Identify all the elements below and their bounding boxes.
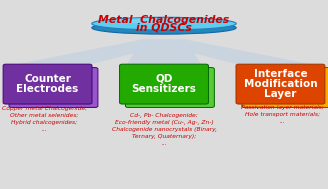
Polygon shape	[10, 40, 187, 66]
Polygon shape	[126, 40, 202, 66]
Ellipse shape	[92, 21, 236, 34]
Polygon shape	[141, 40, 318, 66]
Text: Sensitizers: Sensitizers	[132, 84, 196, 94]
Text: Layer: Layer	[264, 90, 297, 99]
FancyBboxPatch shape	[236, 64, 325, 104]
Text: in QDSCs: in QDSCs	[136, 23, 192, 33]
Text: Electrodes: Electrodes	[16, 84, 79, 94]
Text: Counter: Counter	[24, 74, 71, 84]
Text: Passivation-layer materials;
Hole transport materials;
...: Passivation-layer materials; Hole transp…	[241, 105, 324, 124]
FancyBboxPatch shape	[119, 64, 209, 104]
Text: Modification: Modification	[244, 79, 317, 89]
FancyBboxPatch shape	[126, 67, 215, 107]
Text: Metal  Chalcogenides: Metal Chalcogenides	[98, 15, 230, 25]
Ellipse shape	[92, 17, 236, 30]
FancyBboxPatch shape	[242, 67, 328, 107]
Text: QD: QD	[155, 74, 173, 84]
Ellipse shape	[113, 18, 188, 23]
Text: Copper metal Chalcogenide;
Other metal selenides;
Hybrid chalcogenides;
...: Copper metal Chalcogenide; Other metal s…	[2, 106, 87, 132]
FancyBboxPatch shape	[3, 64, 92, 104]
Text: Cd-, Pb- Chalcogenide;
Eco-friendly metal (Cu-, Ag-, Zn-)
Chalcogenide nanocryst: Cd-, Pb- Chalcogenide; Eco-friendly meta…	[112, 113, 216, 146]
FancyBboxPatch shape	[9, 67, 98, 107]
Text: Interface: Interface	[254, 69, 307, 79]
